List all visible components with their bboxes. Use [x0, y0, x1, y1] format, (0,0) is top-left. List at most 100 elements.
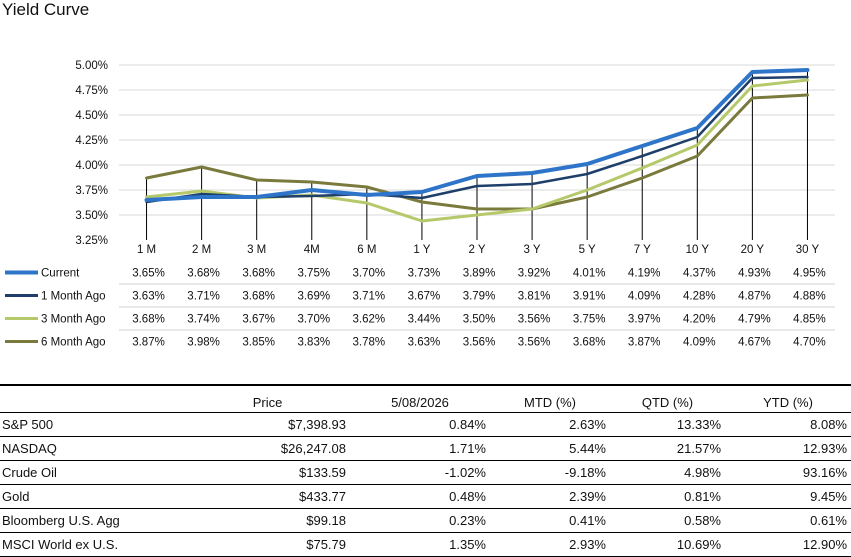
- data-label: 3.71%: [187, 291, 220, 303]
- data-label: 4.87%: [738, 291, 771, 303]
- gridlines: [119, 64, 835, 216]
- data-label: 3.89%: [463, 268, 496, 280]
- asset-name: Bloomberg U.S. Agg: [2, 512, 120, 528]
- data-label: 3.62%: [353, 314, 386, 326]
- data-label: 3.98%: [187, 337, 220, 349]
- data-label: 3.44%: [408, 314, 441, 326]
- data-label: 4.85%: [793, 314, 826, 326]
- column-header-qtd: QTD (%): [641, 394, 694, 410]
- drop-lines: [146, 70, 808, 240]
- table-cell: 2.39%: [569, 488, 606, 504]
- table-cell: $7,398.93: [288, 416, 346, 432]
- data-label: 3.68%: [132, 314, 165, 326]
- x-tick-label: 1 Y: [413, 244, 430, 256]
- data-label: 3.97%: [628, 314, 661, 326]
- x-tick-label: 4M: [304, 244, 320, 256]
- data-label: 3.75%: [573, 314, 606, 326]
- column-header-price: Price: [252, 394, 283, 410]
- table-row: MSCI World ex U.S. $75.79 1.35% 2.93% 10.69%…: [0, 532, 851, 556]
- y-tick-label: 3.75%: [75, 185, 108, 197]
- series-lines: [144, 68, 810, 223]
- table-row: S&P 500 $7,398.93 0.84% 2.63% 13.33% 8.08%: [0, 412, 851, 436]
- data-label: 4.09%: [683, 337, 716, 349]
- x-tick-label: 5 Y: [579, 244, 596, 256]
- x-tick-label: 30 Y: [796, 244, 820, 256]
- table-cell: 10.69%: [676, 536, 721, 552]
- x-tick-label: 10 Y: [686, 244, 710, 256]
- asset-name: MSCI World ex U.S.: [2, 536, 119, 552]
- asset-name: Gold: [2, 488, 30, 504]
- data-label: 3.68%: [242, 291, 275, 303]
- x-tick-label: 1 M: [137, 244, 156, 256]
- legend-label: 3 Month Ago: [41, 314, 106, 326]
- table-cell: 13.33%: [676, 416, 721, 432]
- x-tick-label: 3 Y: [524, 244, 541, 256]
- asset-name: S&P 500: [2, 416, 54, 432]
- table-cell: 1.35%: [449, 536, 486, 552]
- column-header: [0, 385, 185, 412]
- y-tick-label: 4.50%: [75, 110, 108, 122]
- legend-label: 6 Month Ago: [41, 337, 106, 349]
- data-label: 3.65%: [132, 268, 165, 280]
- x-axis-ticks: 1 M 2 M 3 M 4M 6 M 1 Y 2 Y 3 Y 5 Y 7 Y 10 Y 20 Y 30 …: [137, 244, 820, 256]
- data-label: 3.74%: [187, 314, 220, 326]
- data-label: 4.79%: [738, 314, 771, 326]
- data-label: 3.63%: [408, 337, 441, 349]
- table-row: Bloomberg U.S. Agg $99.18 0.23% 0.41% 0.58% 0…: [0, 508, 851, 532]
- table-cell: $433.77: [299, 488, 346, 504]
- data-label: 3.56%: [463, 337, 496, 349]
- data-label: 3.78%: [353, 337, 386, 349]
- data-label: 3.87%: [132, 337, 165, 349]
- data-label: 4.09%: [628, 291, 661, 303]
- asset-name: NASDAQ: [2, 440, 57, 456]
- y-tick-label: 4.25%: [75, 135, 108, 147]
- data-label: 3.92%: [518, 268, 551, 280]
- table-cell: 1.71%: [449, 440, 486, 456]
- series-line-6-month-ago: [145, 93, 809, 211]
- table-cell: -1.02%: [444, 464, 486, 480]
- data-label: 3.91%: [573, 291, 606, 303]
- column-header-mtd: MTD (%): [524, 394, 576, 410]
- y-tick-label: 3.25%: [75, 235, 108, 247]
- table-row: Crude Oil $133.59 -1.02% -9.18% 4.98% 93.16%: [0, 460, 851, 484]
- data-label: 4.28%: [683, 291, 716, 303]
- x-tick-label: 3 M: [247, 244, 266, 256]
- market-performance-table: Price 5/08/2026 MTD (%) QTD (%) YTD (%) …: [0, 384, 851, 557]
- data-label: 3.63%: [132, 291, 165, 303]
- data-label: 3.81%: [518, 291, 551, 303]
- x-tick-label: 20 Y: [741, 244, 765, 256]
- table-cell: 8.08%: [810, 416, 847, 432]
- x-tick-label: 2 Y: [468, 244, 485, 256]
- table-cell: 0.81%: [684, 488, 721, 504]
- table-header-row: Price 5/08/2026 MTD (%) QTD (%) YTD (%): [0, 385, 851, 412]
- table-cell: 0.48%: [449, 488, 486, 504]
- data-label: 3.68%: [573, 337, 606, 349]
- y-tick-label: 3.50%: [75, 210, 108, 222]
- series-line-current: [144, 68, 810, 202]
- data-label: 3.73%: [408, 268, 441, 280]
- table-cell: 0.61%: [810, 512, 847, 528]
- table-cell: 12.93%: [802, 440, 847, 456]
- table-cell: 93.16%: [802, 464, 847, 480]
- data-label: 3.56%: [518, 337, 551, 349]
- yield-curve-chart: 5.00% 4.75% 4.50% 4.25% 4.00% 3.75% 3.50% 3.25%…: [5, 60, 835, 349]
- y-tick-label: 4.00%: [75, 160, 108, 172]
- x-tick-label: 6 M: [357, 244, 376, 256]
- data-label: 4.88%: [793, 291, 826, 303]
- table-cell: $99.18: [306, 512, 346, 528]
- y-tick-label: 4.75%: [75, 85, 108, 97]
- data-table: Current 3.65% 3.68% 3.68% 3.75% 3.70% 3.73% 3.8…: [5, 268, 835, 349]
- table-row: NASDAQ $26,247.08 1.71% 5.44% 21.57% 12.93%: [0, 436, 851, 460]
- table-cell: -9.18%: [564, 464, 606, 480]
- data-label: 4.93%: [738, 268, 771, 280]
- table-cell: 9.45%: [810, 488, 847, 504]
- data-label: 3.70%: [297, 314, 330, 326]
- data-label: 4.67%: [738, 337, 771, 349]
- y-tick-label: 5.00%: [75, 60, 108, 72]
- data-label: 3.87%: [628, 337, 661, 349]
- table-cell: 0.58%: [684, 512, 721, 528]
- legend-label: Current: [41, 268, 80, 280]
- data-label: 3.68%: [242, 268, 275, 280]
- table-cell: 21.57%: [676, 440, 721, 456]
- column-header-date: 5/08/2026: [391, 394, 449, 410]
